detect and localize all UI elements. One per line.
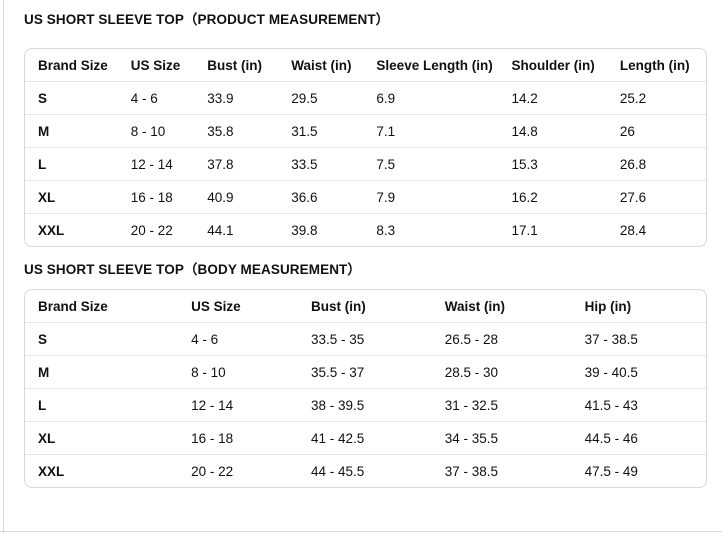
table-row: L 12 - 14 37.8 33.5 7.5 15.3 26.8 — [25, 147, 706, 180]
header-row: Brand Size US Size Bust (in) Waist (in) Slee… — [25, 49, 706, 81]
measurement-cell: 36.6 — [278, 180, 364, 213]
measurement-cell: 35.8 — [194, 114, 279, 147]
measurement-cell: 39.8 — [278, 213, 364, 246]
measurement-cell: 44.1 — [194, 213, 279, 246]
measurement-cell: 8 - 10 — [178, 355, 298, 388]
column-header: Sleeve Length (in) — [376, 57, 493, 73]
measurement-cell: 31 - 32.5 — [431, 388, 572, 421]
column-header: Brand Size — [38, 298, 108, 314]
measurement-cell: 29.5 — [278, 81, 364, 114]
column-header: US Size — [191, 298, 241, 314]
measurement-cell: 41 - 42.5 — [297, 421, 432, 454]
measurement-cell: 44 - 45.5 — [297, 454, 432, 487]
measurement-cell: 37 - 38.5 — [571, 322, 706, 355]
brand-size-cell: XL — [25, 180, 118, 213]
product-measurement-title: US SHORT SLEEVE TOP（PRODUCT MEASUREMENT） — [24, 12, 390, 27]
measurement-cell: 16 - 18 — [117, 180, 195, 213]
measurement-cell: 47.5 - 49 — [571, 454, 706, 487]
column-header: Bust (in) — [310, 298, 366, 314]
measurement-cell: 35.5 - 37 — [297, 355, 432, 388]
column-header: Length (in) — [619, 57, 690, 73]
measurement-cell: 38 - 39.5 — [297, 388, 432, 421]
brand-size-cell: S — [25, 81, 118, 114]
brand-size-cell: L — [25, 147, 118, 180]
brand-size-cell: S — [25, 322, 179, 355]
measurement-cell: 27.6 — [606, 180, 706, 213]
measurement-cell: 33.5 — [278, 147, 364, 180]
measurement-cell: 34 - 35.5 — [431, 421, 572, 454]
measurement-cell: 26.8 — [606, 147, 706, 180]
column-header: Brand Size — [38, 57, 108, 73]
brand-size-cell: XXL — [25, 454, 179, 487]
table-row: XL 16 - 18 40.9 36.6 7.9 16.2 27.6 — [25, 180, 706, 213]
product-measurement-section: US SHORT SLEEVE TOP（PRODUCT MEASUREMENT）… — [24, 12, 722, 247]
column-header: Shoulder (in) — [511, 57, 595, 73]
measurement-cell: 7.1 — [363, 114, 499, 147]
measurement-cell: 15.3 — [498, 147, 607, 180]
measurement-cell: 37 - 38.5 — [431, 454, 572, 487]
table-row: L 12 - 14 38 - 39.5 31 - 32.5 41.5 - 43 — [25, 388, 706, 421]
measurement-cell: 37.8 — [194, 147, 279, 180]
measurement-cell: 20 - 22 — [178, 454, 298, 487]
column-header: US Size — [130, 57, 181, 73]
measurement-cell: 4 - 6 — [117, 81, 195, 114]
measurement-cell: 8 - 10 — [117, 114, 195, 147]
measurement-cell: 20 - 22 — [117, 213, 195, 246]
body-measurement-title: US SHORT SLEEVE TOP（BODY MEASUREMENT） — [24, 262, 361, 277]
measurement-cell: 17.1 — [498, 213, 607, 246]
measurement-cell: 16 - 18 — [178, 421, 298, 454]
body-measurement-section: US SHORT SLEEVE TOP（BODY MEASUREMENT） Br… — [24, 262, 722, 488]
table-row: XXL 20 - 22 44 - 45.5 37 - 38.5 47.5 - 49 — [25, 454, 706, 487]
brand-size-cell: M — [25, 355, 179, 388]
measurement-cell: 12 - 14 — [178, 388, 298, 421]
measurement-cell: 26.5 - 28 — [431, 322, 572, 355]
measurement-cell: 41.5 - 43 — [571, 388, 706, 421]
table-row: XXL 20 - 22 44.1 39.8 8.3 17.1 28.4 — [25, 213, 706, 246]
measurement-cell: 39 - 40.5 — [571, 355, 706, 388]
column-header: Bust (in) — [207, 57, 262, 73]
measurement-cell: 26 — [606, 114, 706, 147]
column-header: Hip (in) — [584, 298, 632, 314]
measurement-cell: 31.5 — [278, 114, 364, 147]
product-measurement-table: Brand Size US Size Bust (in) Waist (in) Slee… — [24, 48, 707, 247]
header-row: Brand Size US Size Bust (in) Waist (in) Hip … — [25, 290, 706, 322]
measurement-cell: 25.2 — [606, 81, 706, 114]
panel-left-divider — [3, 0, 4, 533]
brand-size-cell: L — [25, 388, 179, 421]
measurement-cell: 33.5 - 35 — [297, 322, 432, 355]
body-measurement-table: Brand Size US Size Bust (in) Waist (in) Hip … — [24, 289, 707, 488]
measurement-cell: 14.8 — [498, 114, 607, 147]
measurement-cell: 6.9 — [363, 81, 499, 114]
measurement-cell: 8.3 — [363, 213, 499, 246]
brand-size-cell: XL — [25, 421, 179, 454]
measurement-cell: 7.9 — [363, 180, 499, 213]
measurement-cell: 12 - 14 — [117, 147, 195, 180]
size-chart-content: US SHORT SLEEVE TOP（PRODUCT MEASUREMENT）… — [24, 12, 722, 488]
column-header: Waist (in) — [444, 298, 505, 314]
measurement-cell: 28.4 — [606, 213, 706, 246]
measurement-cell: 28.5 - 30 — [431, 355, 572, 388]
table-row: XL 16 - 18 41 - 42.5 34 - 35.5 44.5 - 46 — [25, 421, 706, 454]
panel-bottom-divider — [0, 531, 722, 532]
column-header: Waist (in) — [291, 57, 352, 73]
measurement-cell: 4 - 6 — [178, 322, 298, 355]
measurement-cell: 14.2 — [498, 81, 607, 114]
measurement-cell: 33.9 — [194, 81, 279, 114]
brand-size-cell: XXL — [25, 213, 118, 246]
measurement-cell: 7.5 — [363, 147, 499, 180]
measurement-cell: 16.2 — [498, 180, 607, 213]
brand-size-cell: M — [25, 114, 118, 147]
measurement-cell: 44.5 - 46 — [571, 421, 706, 454]
measurement-cell: 40.9 — [194, 180, 279, 213]
